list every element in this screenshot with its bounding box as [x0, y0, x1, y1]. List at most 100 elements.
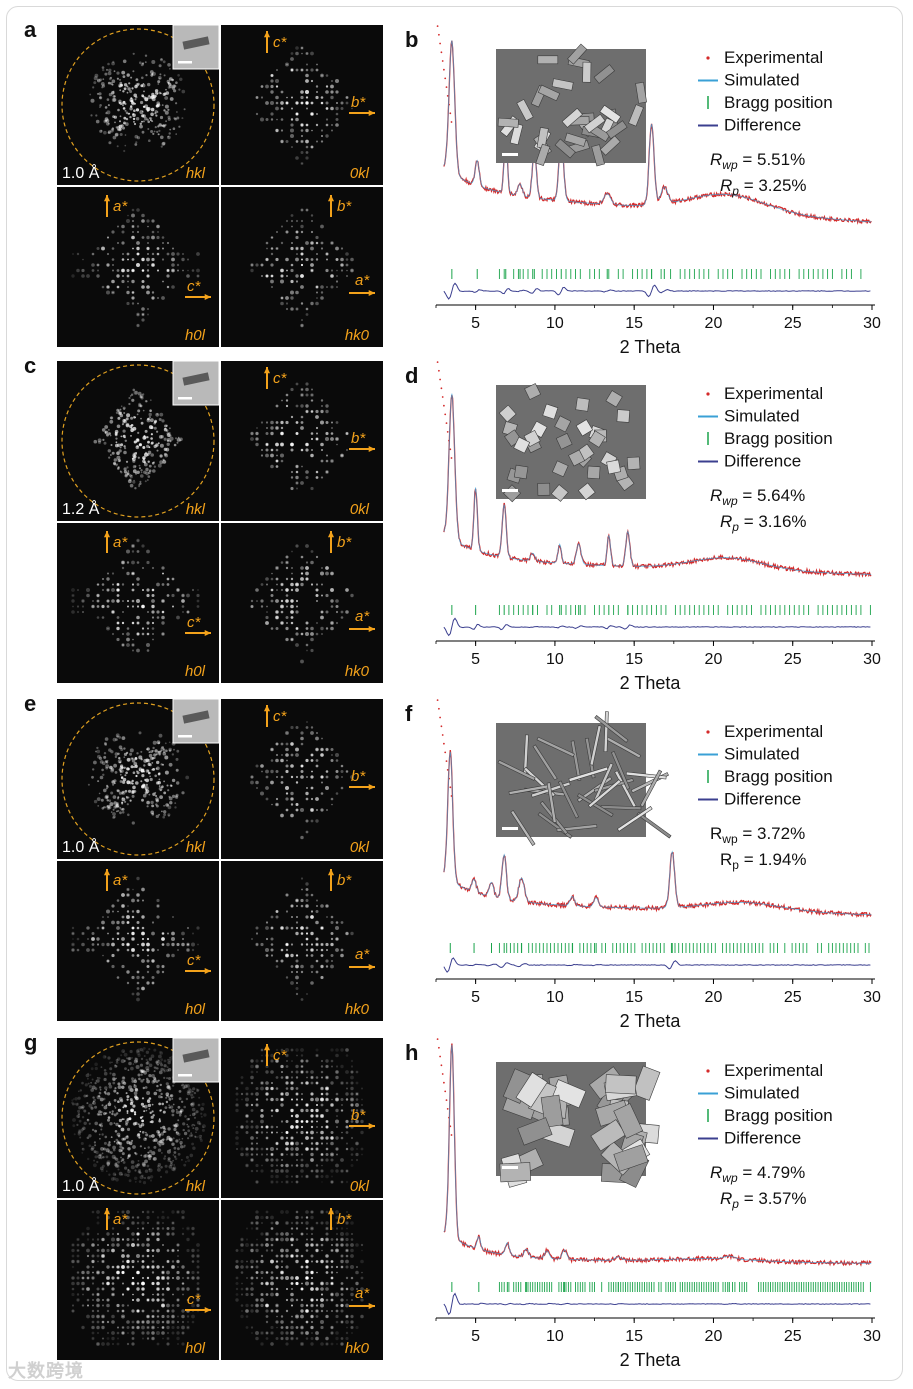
x-tick-label: 10: [546, 651, 564, 668]
resolution-circle: [61, 1041, 215, 1195]
rwp-value: Rwp = 5.64%: [710, 486, 805, 508]
legend-item: Experimental: [706, 1061, 823, 1080]
sem-inset-image: [496, 711, 672, 847]
axis-arrow-a-star-hk0: a*: [349, 272, 375, 297]
legend-label: Difference: [724, 116, 801, 135]
index-label-hk0: hk0: [345, 1001, 370, 1018]
legend-item: Simulated: [698, 745, 800, 764]
x-tick-label: 20: [705, 1328, 723, 1345]
xrd-panel-d: 5 10 15 20 25 30 2 Theta Experimental Simulated B…: [406, 361, 896, 693]
index-label-h0l: h0l: [185, 1001, 206, 1018]
axis-label: b*: [351, 94, 366, 111]
x-axis: 5 10 15 20 25 30 2 Theta: [435, 1317, 881, 1370]
panel-letter-b: b: [405, 27, 419, 52]
axis-label: c*: [187, 952, 202, 969]
legend: Experimental Simulated Bragg position Diffe…: [698, 384, 833, 471]
axis-arrow-c-star-h0l: c*: [185, 952, 211, 975]
ed-quadrant-hk0: hk0 a* b*: [221, 861, 383, 1021]
ed-quadrant-h0l: h0l a* c*: [57, 861, 219, 1021]
x-tick-label: 30: [863, 315, 881, 332]
ed-quadrant-h0l: h0l a* c*: [57, 523, 219, 683]
experimental-series: [436, 699, 872, 918]
x-tick-label: 5: [471, 651, 480, 668]
sem-scale-bar: [502, 489, 518, 492]
index-label-hkl: hkl: [186, 839, 206, 856]
x-tick-label: 15: [625, 989, 643, 1006]
axis-arrow-b-star: b*: [349, 94, 375, 117]
rp-value: Rp = 3.25%: [720, 176, 807, 198]
index-label-h0l: h0l: [185, 663, 206, 680]
x-tick-label: 25: [784, 1328, 802, 1345]
x-tick-label: 5: [471, 315, 480, 332]
resolution-label: 1.2 Å: [62, 499, 100, 518]
ed-svg: hkl 1.0 Å 0kl c* b* h0l a* c* hk0 a* b*: [57, 699, 383, 1021]
diffraction-spots: [71, 538, 200, 653]
legend-item: Difference: [698, 790, 801, 809]
ed-svg: hkl 1.2 Å 0kl c* b* h0l a* c* hk0 a* b*: [57, 361, 383, 683]
axis-label: c*: [273, 370, 288, 387]
index-label-hk0: hk0: [345, 327, 370, 344]
legend: Experimental Simulated Bragg position Diffe…: [698, 1061, 833, 1148]
bragg-position-ticks: [451, 1282, 871, 1292]
difference-series: [443, 282, 871, 300]
x-tick-label: 10: [546, 989, 564, 1006]
axis-label: a*: [355, 946, 370, 963]
ed-quadrant-0kl: 0kl c* b*: [221, 361, 383, 521]
legend-label: Experimental: [724, 48, 823, 67]
axis-arrow-c-star-h0l: c*: [185, 1291, 211, 1314]
legend-label: Bragg position: [724, 93, 833, 112]
diffraction-spots: [87, 731, 190, 825]
refinement-factors: Rwp = 4.79% Rp = 3.57%: [710, 1163, 807, 1211]
legend-label: Bragg position: [724, 767, 833, 786]
ed-quadrant-hkl: hkl 1.0 Å: [57, 699, 220, 859]
xrd-chart: 5 10 15 20 25 30 2 Theta Experimental Simulated B…: [435, 1038, 881, 1370]
legend-label: Simulated: [724, 71, 800, 90]
resolution-circle: [61, 364, 215, 518]
axis-label: b*: [351, 768, 366, 785]
diffraction-spots: [235, 1048, 364, 1184]
axis-label: c*: [187, 1291, 202, 1308]
axis-arrow-b-star-hk0: b*: [327, 531, 352, 553]
diffraction-spots: [89, 52, 186, 153]
resolution-label: 1.0 Å: [62, 1176, 100, 1195]
bragg-position-ticks: [451, 269, 862, 279]
legend-item: Difference: [698, 116, 801, 135]
x-axis: 5 10 15 20 25 30 2 Theta: [435, 304, 881, 357]
axis-arrow-c-star: c*: [263, 1044, 288, 1066]
axis-label: a*: [113, 1211, 128, 1228]
axis-label: b*: [351, 1107, 366, 1124]
x-tick-label: 15: [625, 1328, 643, 1345]
axis-label: c*: [273, 34, 288, 51]
legend-item: Experimental: [706, 48, 823, 67]
axis-arrow-b-star: b*: [349, 430, 375, 453]
axis-arrow-c-star-h0l: c*: [185, 614, 211, 637]
axis-label: a*: [355, 1285, 370, 1302]
x-tick-label: 10: [546, 1328, 564, 1345]
panel-letter-g: g: [24, 1030, 38, 1055]
legend-label: Simulated: [724, 1084, 800, 1103]
index-label-h0l: h0l: [185, 1340, 206, 1357]
index-label-hk0: hk0: [345, 663, 370, 680]
axis-label: b*: [337, 1211, 352, 1228]
axis-arrow-b-star: b*: [349, 768, 375, 791]
panel-letter-c: c: [24, 353, 37, 378]
ed-quadrant-hk0: hk0 a* b*: [221, 523, 383, 683]
diffraction-spots: [250, 544, 354, 664]
x-axis-title: 2 Theta: [620, 1350, 682, 1368]
ed-quadrant-hkl: hkl 1.0 Å: [57, 25, 220, 185]
x-tick-label: 5: [471, 1328, 480, 1345]
x-axis-title: 2 Theta: [620, 673, 682, 691]
axis-arrow-a-star: a*: [103, 1208, 128, 1230]
legend-item: Bragg position: [707, 1106, 833, 1125]
diffraction-spots: [235, 1210, 364, 1346]
axis-arrow-a-star-hk0: a*: [349, 608, 375, 633]
index-label-hkl: hkl: [186, 501, 206, 518]
inset-scale-bar: [178, 397, 192, 400]
axis-label: b*: [351, 430, 366, 447]
inset-scale-bar: [178, 61, 192, 64]
diffraction-spots: [251, 877, 354, 1001]
ed-quadrant-h0l: h0l a* c*: [57, 1200, 219, 1360]
xrd-chart: 5 10 15 20 25 30 2 Theta Experimental Simulated B…: [435, 25, 881, 357]
legend-item: Bragg position: [707, 767, 833, 786]
axis-label: a*: [355, 608, 370, 625]
